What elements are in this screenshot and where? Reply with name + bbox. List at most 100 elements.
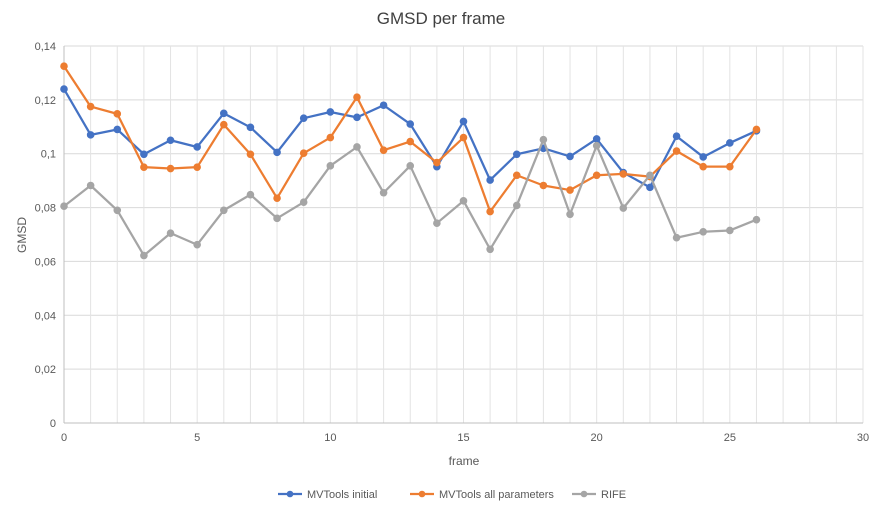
data-point [113,110,122,118]
data-point [539,181,548,190]
data-point [619,204,628,212]
data-point [86,102,95,111]
x-tick-label: 15 [457,432,469,444]
legend-marker [286,490,294,498]
data-point [140,150,148,159]
data-point [60,85,68,93]
data-point [166,164,175,173]
data-point [699,153,708,161]
data-point [299,198,308,206]
y-tick-label: 0,08 [35,203,56,215]
data-point [672,147,681,155]
data-point [193,240,201,249]
data-point [726,139,734,147]
data-point [113,125,122,134]
data-point [353,143,361,151]
y-tick-label: 0,14 [35,41,56,53]
data-point [326,108,335,116]
data-point [566,186,574,194]
data-point [646,183,654,192]
data-point [539,135,548,144]
y-tick-label: 0,02 [35,364,56,376]
data-point [379,101,388,110]
data-point [619,170,628,178]
data-point [140,251,148,260]
data-point [166,229,175,237]
x-tick-label: 5 [194,432,200,444]
data-point [379,188,388,197]
data-point [273,148,281,157]
data-point [486,245,494,254]
legend-marker [580,490,588,498]
data-point [273,194,281,202]
data-point [166,136,175,145]
data-point [246,190,255,199]
data-point [726,162,734,171]
data-point [113,206,122,215]
data-point [459,133,468,142]
legend-entry: MVTools all parameters [410,489,554,501]
data-point [726,226,734,235]
data-point [353,93,361,101]
data-point [699,228,708,236]
legend-entry: MVTools initial [278,489,377,501]
data-point [193,143,201,151]
x-tick-label: 20 [591,432,603,444]
data-point [379,146,388,155]
data-point [220,206,228,215]
data-point [433,158,441,167]
data-point [326,162,335,170]
data-point [86,181,95,190]
data-point [246,123,255,132]
x-tick-label: 0 [61,432,67,444]
series-2 [60,135,761,260]
y-tick-label: 0,04 [35,310,56,322]
data-point [672,233,681,242]
series-lines [60,62,761,260]
data-point [353,113,361,122]
data-point [512,171,521,180]
data-point [486,207,494,216]
data-point [752,215,761,224]
data-point [326,133,335,142]
gridlines [63,45,864,424]
data-point [193,163,201,171]
y-tick-label: 0,12 [35,95,56,107]
data-point [273,214,281,223]
data-point [459,197,468,205]
data-point [752,125,761,134]
legend-entry: RIFE [572,489,626,501]
legend-marker [418,490,426,498]
data-point [246,150,255,159]
axes: 0 0,02 0,04 0,06 0,08 0,1 0,12 0,14 0 5 10 15 20 25 30 [35,41,870,444]
data-point [86,131,95,139]
data-point [459,117,468,126]
data-point [433,219,441,227]
data-point [512,201,521,210]
data-point [220,120,228,129]
data-point [406,120,415,128]
data-point [406,162,415,170]
x-tick-label: 25 [724,432,736,444]
legend-label: RIFE [601,489,626,501]
y-tick-label: 0,06 [35,256,56,268]
data-point [699,162,708,171]
data-point [592,171,601,180]
data-point [486,176,494,184]
y-tick-label: 0,1 [41,149,56,161]
data-point [299,114,308,122]
data-point [299,149,308,157]
y-tick-label: 0 [50,418,56,430]
legend-label: MVTools all parameters [439,489,554,501]
data-point [512,150,521,159]
series-1 [60,62,761,216]
data-point [566,152,574,161]
data-point [60,202,68,211]
data-point [220,109,228,118]
data-point [592,135,601,143]
data-point [566,210,574,219]
data-point [592,141,601,150]
x-tick-label: 30 [857,432,869,444]
